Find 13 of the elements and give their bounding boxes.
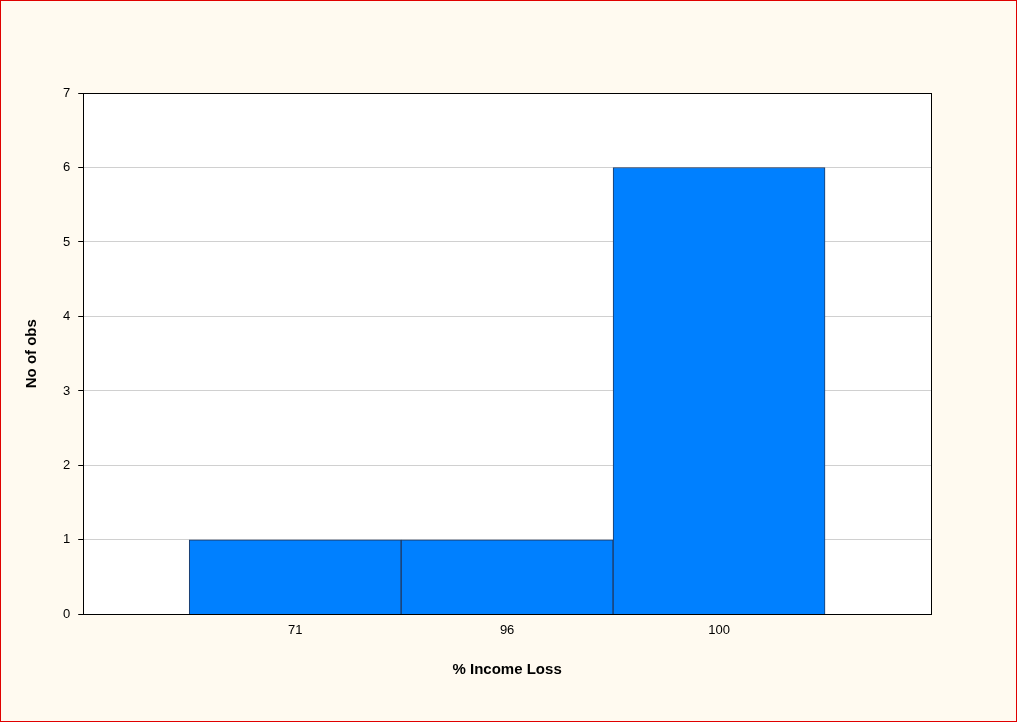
x-tick-label: 100 (708, 621, 730, 637)
y-tick-label: 5 (63, 233, 71, 249)
y-tick-label: 1 (63, 531, 71, 547)
x-tick-label: 71 (287, 621, 303, 637)
y-tick-label: 7 (63, 84, 71, 100)
y-axis-title: No of obs (22, 319, 40, 389)
y-tick-label: 0 (63, 605, 71, 621)
y-tick-label: 2 (63, 457, 71, 473)
x-axis-title: % Income Loss (452, 660, 562, 678)
y-tick-label: 4 (63, 308, 71, 324)
y-tick-label: 6 (63, 159, 71, 175)
y-tick-label: 3 (63, 382, 71, 398)
x-tick-label: 96 (499, 621, 515, 637)
